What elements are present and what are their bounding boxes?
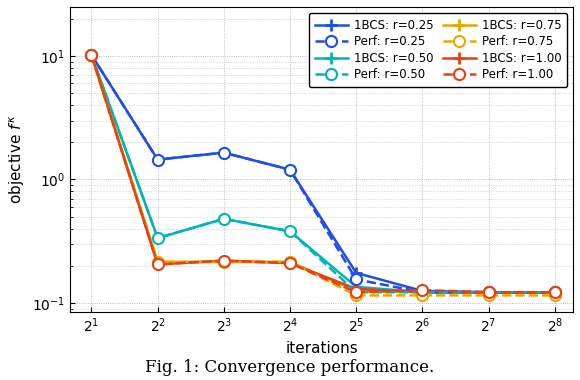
1BCS: r=1.00: (64, 0.122): r=1.00: (64, 0.122) [419,290,426,294]
Perf: r=0.75: (4, 0.215): r=0.75: (4, 0.215) [154,260,161,264]
Line: Perf: r=0.25: Perf: r=0.25 [86,49,560,298]
1BCS: r=0.25: (64, 0.125): r=0.25: (64, 0.125) [419,289,426,293]
1BCS: r=0.75: (4, 0.215): r=0.75: (4, 0.215) [154,260,161,264]
Perf: r=0.50: (32, 0.122): r=0.50: (32, 0.122) [353,290,360,294]
1BCS: r=1.00: (8, 0.22): r=1.00: (8, 0.22) [220,258,227,263]
1BCS: r=0.75: (2, 10.2): r=0.75: (2, 10.2) [88,53,95,57]
Perf: r=1.00: (2, 10.2): r=1.00: (2, 10.2) [88,53,95,57]
1BCS: r=0.25: (4, 1.45): r=0.25: (4, 1.45) [154,157,161,162]
Perf: r=1.00: (8, 0.22): r=1.00: (8, 0.22) [220,258,227,263]
Perf: r=0.50: (64, 0.122): r=0.50: (64, 0.122) [419,290,426,294]
Line: 1BCS: r=0.25: 1BCS: r=0.25 [85,49,561,298]
1BCS: r=0.50: (16, 0.38): r=0.50: (16, 0.38) [287,229,293,234]
Perf: r=0.75: (2, 10.2): r=0.75: (2, 10.2) [88,53,95,57]
Text: Fig. 1: Convergence performance.: Fig. 1: Convergence performance. [146,359,434,377]
1BCS: r=1.00: (128, 0.122): r=1.00: (128, 0.122) [485,290,492,294]
1BCS: r=0.25: (32, 0.175): r=0.25: (32, 0.175) [353,271,360,275]
Perf: r=0.25: (128, 0.122): r=0.25: (128, 0.122) [485,290,492,294]
1BCS: r=0.25: (8, 1.65): r=0.25: (8, 1.65) [220,150,227,155]
1BCS: r=0.25: (2, 10.2): r=0.25: (2, 10.2) [88,53,95,57]
Perf: r=0.25: (32, 0.155): r=0.25: (32, 0.155) [353,277,360,282]
Perf: r=0.75: (32, 0.115): r=0.75: (32, 0.115) [353,293,360,298]
1BCS: r=0.75: (8, 0.215): r=0.75: (8, 0.215) [220,260,227,264]
Perf: r=1.00: (32, 0.122): r=1.00: (32, 0.122) [353,290,360,294]
1BCS: r=0.25: (256, 0.122): r=0.25: (256, 0.122) [552,290,559,294]
1BCS: r=0.50: (64, 0.122): r=0.50: (64, 0.122) [419,290,426,294]
Perf: r=0.50: (4, 0.335): r=0.50: (4, 0.335) [154,236,161,241]
1BCS: r=0.75: (256, 0.122): r=0.75: (256, 0.122) [552,290,559,294]
Perf: r=0.75: (8, 0.215): r=0.75: (8, 0.215) [220,260,227,264]
Perf: r=1.00: (4, 0.205): r=1.00: (4, 0.205) [154,262,161,267]
Line: 1BCS: r=0.50: 1BCS: r=0.50 [85,49,561,298]
Perf: r=0.75: (256, 0.115): r=0.75: (256, 0.115) [552,293,559,298]
1BCS: r=0.50: (256, 0.122): r=0.50: (256, 0.122) [552,290,559,294]
1BCS: r=0.50: (8, 0.48): r=0.50: (8, 0.48) [220,217,227,221]
1BCS: r=0.50: (4, 0.335): r=0.50: (4, 0.335) [154,236,161,241]
Line: 1BCS: r=1.00: 1BCS: r=1.00 [85,49,561,298]
1BCS: r=0.50: (128, 0.122): r=0.50: (128, 0.122) [485,290,492,294]
Perf: r=0.50: (2, 10.2): r=0.50: (2, 10.2) [88,53,95,57]
Perf: r=0.50: (128, 0.122): r=0.50: (128, 0.122) [485,290,492,294]
1BCS: r=0.50: (2, 10.2): r=0.50: (2, 10.2) [88,53,95,57]
Perf: r=0.50: (8, 0.48): r=0.50: (8, 0.48) [220,217,227,221]
1BCS: r=0.75: (64, 0.122): r=0.75: (64, 0.122) [419,290,426,294]
1BCS: r=1.00: (16, 0.21): r=1.00: (16, 0.21) [287,261,293,265]
Perf: r=1.00: (16, 0.21): r=1.00: (16, 0.21) [287,261,293,265]
Line: Perf: r=0.75: Perf: r=0.75 [86,49,560,301]
Perf: r=0.50: (16, 0.38): r=0.50: (16, 0.38) [287,229,293,234]
Line: Perf: r=0.50: Perf: r=0.50 [86,49,560,298]
Perf: r=1.00: (256, 0.122): r=1.00: (256, 0.122) [552,290,559,294]
Line: Perf: r=1.00: Perf: r=1.00 [86,49,560,298]
Perf: r=0.25: (2, 10.2): r=0.25: (2, 10.2) [88,53,95,57]
1BCS: r=1.00: (32, 0.13): r=1.00: (32, 0.13) [353,287,360,291]
Perf: r=0.25: (64, 0.122): r=0.25: (64, 0.122) [419,290,426,294]
Perf: r=0.75: (64, 0.115): r=0.75: (64, 0.115) [419,293,426,298]
1BCS: r=0.75: (128, 0.122): r=0.75: (128, 0.122) [485,290,492,294]
1BCS: r=1.00: (4, 0.205): r=1.00: (4, 0.205) [154,262,161,267]
Perf: r=0.25: (256, 0.122): r=0.25: (256, 0.122) [552,290,559,294]
Perf: r=0.75: (128, 0.115): r=0.75: (128, 0.115) [485,293,492,298]
Perf: r=1.00: (64, 0.127): r=1.00: (64, 0.127) [419,288,426,292]
Perf: r=0.50: (256, 0.122): r=0.50: (256, 0.122) [552,290,559,294]
Legend: 1BCS: r=0.25, Perf: r=0.25, 1BCS: r=0.50, Perf: r=0.50, 1BCS: r=0.75, Perf: r=0.: 1BCS: r=0.25, Perf: r=0.25, 1BCS: r=0.50… [309,13,567,87]
X-axis label: iterations: iterations [285,340,358,356]
Perf: r=0.75: (16, 0.215): r=0.75: (16, 0.215) [287,260,293,264]
Perf: r=1.00: (128, 0.122): r=1.00: (128, 0.122) [485,290,492,294]
1BCS: r=0.75: (32, 0.125): r=0.75: (32, 0.125) [353,289,360,293]
1BCS: r=0.25: (128, 0.122): r=0.25: (128, 0.122) [485,290,492,294]
1BCS: r=0.75: (16, 0.215): r=0.75: (16, 0.215) [287,260,293,264]
1BCS: r=0.25: (16, 1.2): r=0.25: (16, 1.2) [287,168,293,172]
Perf: r=0.25: (8, 1.65): r=0.25: (8, 1.65) [220,150,227,155]
Perf: r=0.25: (4, 1.45): r=0.25: (4, 1.45) [154,157,161,162]
Line: 1BCS: r=0.75: 1BCS: r=0.75 [85,49,561,298]
1BCS: r=1.00: (256, 0.122): r=1.00: (256, 0.122) [552,290,559,294]
1BCS: r=1.00: (2, 10.2): r=1.00: (2, 10.2) [88,53,95,57]
1BCS: r=0.50: (32, 0.135): r=0.50: (32, 0.135) [353,285,360,289]
Y-axis label: objective $f^\kappa$: objective $f^\kappa$ [7,115,27,204]
Perf: r=0.25: (16, 1.2): r=0.25: (16, 1.2) [287,168,293,172]
